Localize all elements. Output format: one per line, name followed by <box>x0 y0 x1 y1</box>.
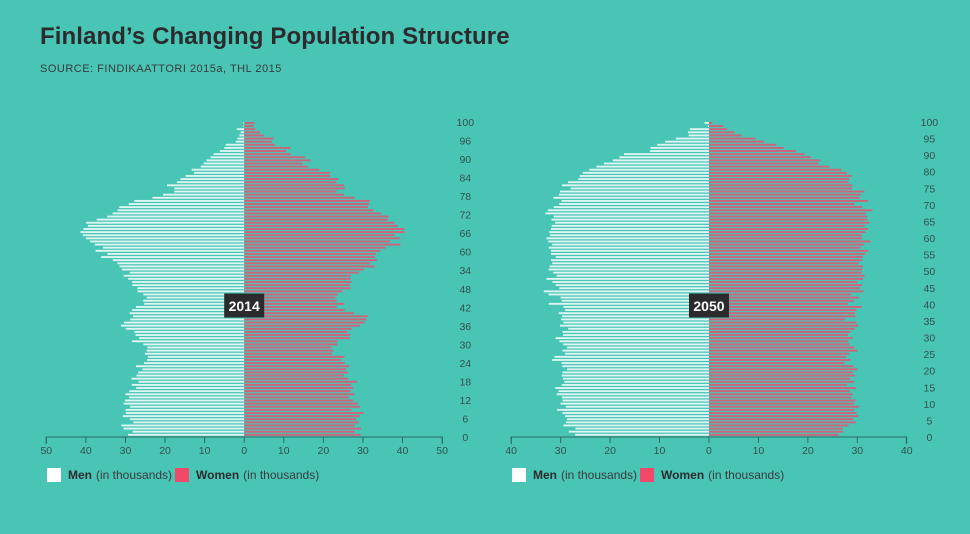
svg-text:36: 36 <box>459 321 471 333</box>
svg-text:35: 35 <box>924 316 936 328</box>
svg-text:10: 10 <box>654 445 666 457</box>
svg-text:66: 66 <box>459 228 471 240</box>
svg-text:80: 80 <box>924 167 936 179</box>
svg-text:50: 50 <box>436 445 448 457</box>
svg-text:20: 20 <box>802 445 814 457</box>
svg-text:55: 55 <box>924 250 936 262</box>
svg-text:50: 50 <box>40 445 52 457</box>
svg-text:10: 10 <box>924 399 936 411</box>
svg-text:20: 20 <box>604 445 616 457</box>
svg-text:24: 24 <box>459 358 471 370</box>
svg-text:15: 15 <box>924 382 936 394</box>
svg-text:0: 0 <box>926 432 932 444</box>
svg-text:45: 45 <box>924 283 936 295</box>
svg-text:72: 72 <box>459 210 471 222</box>
svg-text:0: 0 <box>241 445 247 457</box>
svg-text:12: 12 <box>459 395 471 407</box>
svg-text:96: 96 <box>459 136 471 148</box>
svg-text:10: 10 <box>199 445 211 457</box>
svg-text:10: 10 <box>753 445 765 457</box>
svg-text:30: 30 <box>555 445 567 457</box>
svg-text:65: 65 <box>924 216 936 228</box>
svg-text:48: 48 <box>459 284 471 296</box>
svg-text:34: 34 <box>459 265 471 277</box>
svg-text:60: 60 <box>459 247 471 259</box>
svg-text:6: 6 <box>462 413 468 425</box>
svg-text:30: 30 <box>120 445 132 457</box>
svg-text:84: 84 <box>459 173 471 185</box>
svg-text:30: 30 <box>851 445 863 457</box>
svg-text:0: 0 <box>462 432 468 444</box>
svg-text:25: 25 <box>924 349 936 361</box>
svg-text:5: 5 <box>926 415 932 427</box>
svg-text:60: 60 <box>924 233 936 245</box>
svg-text:40: 40 <box>397 445 409 457</box>
svg-text:50: 50 <box>924 266 936 278</box>
svg-text:2014: 2014 <box>229 298 260 314</box>
svg-text:30: 30 <box>459 339 471 351</box>
svg-text:90: 90 <box>459 154 471 166</box>
svg-text:30: 30 <box>924 333 936 345</box>
svg-text:42: 42 <box>459 302 471 314</box>
svg-text:100: 100 <box>921 117 939 129</box>
svg-text:78: 78 <box>459 191 471 203</box>
svg-text:95: 95 <box>924 134 936 146</box>
svg-text:2050: 2050 <box>693 298 724 314</box>
svg-text:40: 40 <box>505 445 517 457</box>
svg-text:40: 40 <box>901 445 913 457</box>
svg-text:100: 100 <box>457 117 475 129</box>
svg-text:90: 90 <box>924 150 936 162</box>
svg-text:75: 75 <box>924 183 936 195</box>
svg-text:20: 20 <box>159 445 171 457</box>
svg-text:20: 20 <box>924 366 936 378</box>
svg-text:40: 40 <box>924 299 936 311</box>
svg-text:10: 10 <box>278 445 290 457</box>
svg-text:0: 0 <box>706 445 712 457</box>
svg-text:70: 70 <box>924 200 936 212</box>
svg-text:40: 40 <box>80 445 92 457</box>
svg-text:18: 18 <box>459 376 471 388</box>
svg-text:30: 30 <box>357 445 369 457</box>
svg-text:20: 20 <box>318 445 330 457</box>
